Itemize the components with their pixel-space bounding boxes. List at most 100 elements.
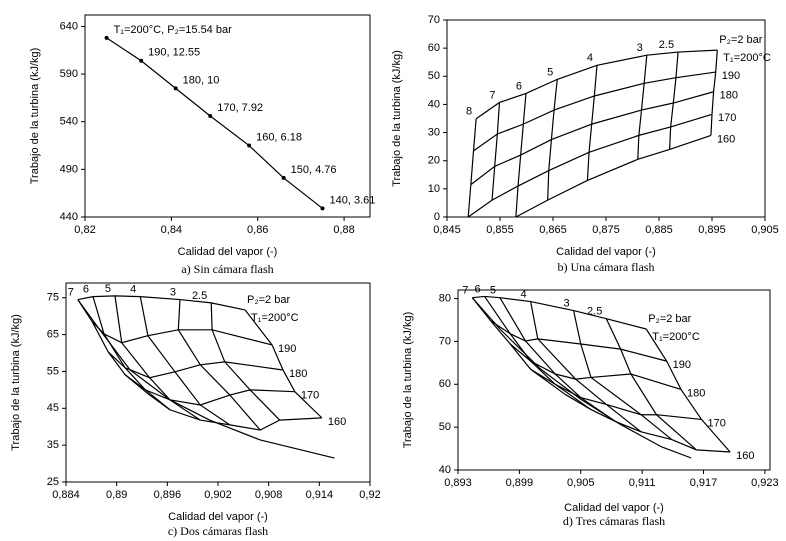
- isobar: [530, 301, 642, 433]
- x-tick-label: 0,905: [751, 224, 779, 236]
- x-tick-label: 0,845: [433, 224, 461, 236]
- plot-frame: [84, 14, 371, 218]
- y-tick-label: 25: [47, 476, 59, 488]
- data-line: [106, 37, 323, 209]
- isobar-label: P₂=2 bar: [648, 313, 691, 325]
- isotherm-label: 170: [707, 417, 725, 429]
- x-tick-label: 0,899: [506, 477, 534, 489]
- isotherm: [77, 295, 246, 311]
- y-tick-label: 60: [428, 42, 440, 54]
- isotherm-label: T₁=200°C: [251, 312, 299, 324]
- isotherm-label: 190: [673, 359, 691, 371]
- isotherm-label: T₁=200°C: [723, 52, 771, 64]
- isobar-label: 3: [637, 42, 643, 54]
- isotherm: [467, 113, 713, 218]
- isobar-label: 2.5: [192, 290, 207, 302]
- isotherm-label: 170: [718, 112, 736, 124]
- data-point: [247, 143, 252, 148]
- isotherm-label: 170: [301, 390, 319, 402]
- isobar: [114, 295, 201, 421]
- isobar: [484, 296, 592, 411]
- x-tick-label: 0,914: [306, 489, 334, 501]
- isobar: [491, 102, 501, 201]
- isobar-label: 2.5: [587, 306, 602, 318]
- isobar: [139, 296, 231, 426]
- y-tick-label: 540: [60, 116, 78, 128]
- isobar: [547, 79, 558, 201]
- x-axis-label: Calidad del vapor (-): [564, 502, 664, 514]
- x-tick-label: 0,875: [592, 224, 620, 236]
- isobar-label: P₂=2 bar: [247, 294, 290, 306]
- y-tick-label: 50: [439, 421, 451, 433]
- isobar-label: 2.5: [659, 39, 674, 51]
- y-tick-label: 70: [428, 14, 440, 26]
- isobar-label: 5: [547, 66, 553, 78]
- data-point: [104, 35, 109, 40]
- x-tick-label: 0,893: [444, 477, 472, 489]
- isotherm: [515, 134, 712, 218]
- x-tick-label: 0,855: [486, 224, 514, 236]
- isobar: [210, 302, 281, 421]
- x-tick-label: 0,896: [154, 489, 182, 501]
- data-point: [208, 114, 213, 118]
- x-tick-label: 0,89: [106, 489, 127, 501]
- caption: c) Dos cámaras flash: [168, 524, 268, 538]
- y-tick-label: 10: [428, 183, 440, 195]
- isobar: [605, 318, 697, 451]
- isotherm: [475, 49, 718, 120]
- y-tick-label: 50: [428, 70, 440, 82]
- x-tick-label: 0,905: [567, 477, 595, 489]
- point-label: 150, 4.76: [291, 164, 337, 176]
- isobar-label: 7: [489, 89, 495, 101]
- isobar-label: 7: [462, 285, 468, 297]
- data-point: [173, 86, 178, 91]
- isobar-label: 5: [490, 285, 496, 297]
- y-tick-label: 640: [60, 20, 78, 32]
- y-tick-label: 70: [439, 335, 451, 347]
- x-tick-label: 0,885: [645, 224, 673, 236]
- isobar-label: 7: [68, 286, 74, 298]
- data-point: [320, 206, 325, 211]
- y-tick-label: 60: [439, 378, 451, 390]
- isobar-label: 5: [105, 283, 111, 295]
- x-tick-label: 0,902: [204, 489, 232, 501]
- y-axis-label: Trabajo de la turbina (kJ/kg): [402, 312, 414, 449]
- y-tick-label: 30: [428, 126, 440, 138]
- isobar-label: 6: [474, 283, 480, 295]
- isobar: [710, 50, 718, 136]
- x-tick-label: 0,908: [255, 489, 283, 501]
- isobar-label: 3: [563, 297, 569, 309]
- y-axis-label: Trabajo de la turbina (kJ/kg): [391, 50, 403, 187]
- isobar-label: P₂=2 bar: [719, 34, 762, 46]
- y-tick-label: 35: [47, 439, 59, 451]
- isotherm-label: 160: [736, 450, 754, 462]
- x-tick-label: 0,82: [74, 224, 95, 236]
- y-tick-label: 45: [47, 402, 59, 414]
- point-label: 170, 7.92: [217, 102, 263, 114]
- isobar: [586, 65, 598, 181]
- isobar-label: 4: [130, 284, 136, 296]
- x-tick-label: 0,923: [751, 477, 779, 489]
- caption: d) Tres cámaras flash: [563, 514, 665, 528]
- y-tick-label: 75: [47, 292, 59, 304]
- x-axis-label: Calidad del vapor (-): [556, 246, 656, 258]
- isobar: [92, 296, 171, 411]
- y-tick-label: 440: [60, 211, 78, 223]
- y-tick-label: 20: [428, 155, 440, 167]
- x-tick-label: 0,88: [333, 224, 354, 236]
- y-tick-label: 0: [434, 211, 440, 223]
- y-axis-label: Trabajo de la turbina (kJ/kg): [10, 314, 22, 451]
- data-point: [281, 175, 286, 180]
- x-tick-label: 0,84: [161, 224, 182, 236]
- isotherm-label: 180: [720, 90, 738, 102]
- plot-frame: [457, 289, 771, 471]
- isotherm-label: 190: [278, 343, 296, 355]
- isotherm-label: 190: [722, 70, 740, 82]
- isobar: [637, 55, 648, 160]
- isobar: [467, 118, 477, 218]
- caption: a) Sin cámara flash: [181, 262, 273, 276]
- x-tick-label: 0,884: [52, 489, 80, 501]
- y-tick-label: 40: [439, 464, 451, 476]
- isobar: [515, 93, 527, 218]
- point-label: 190, 12.55: [148, 47, 200, 59]
